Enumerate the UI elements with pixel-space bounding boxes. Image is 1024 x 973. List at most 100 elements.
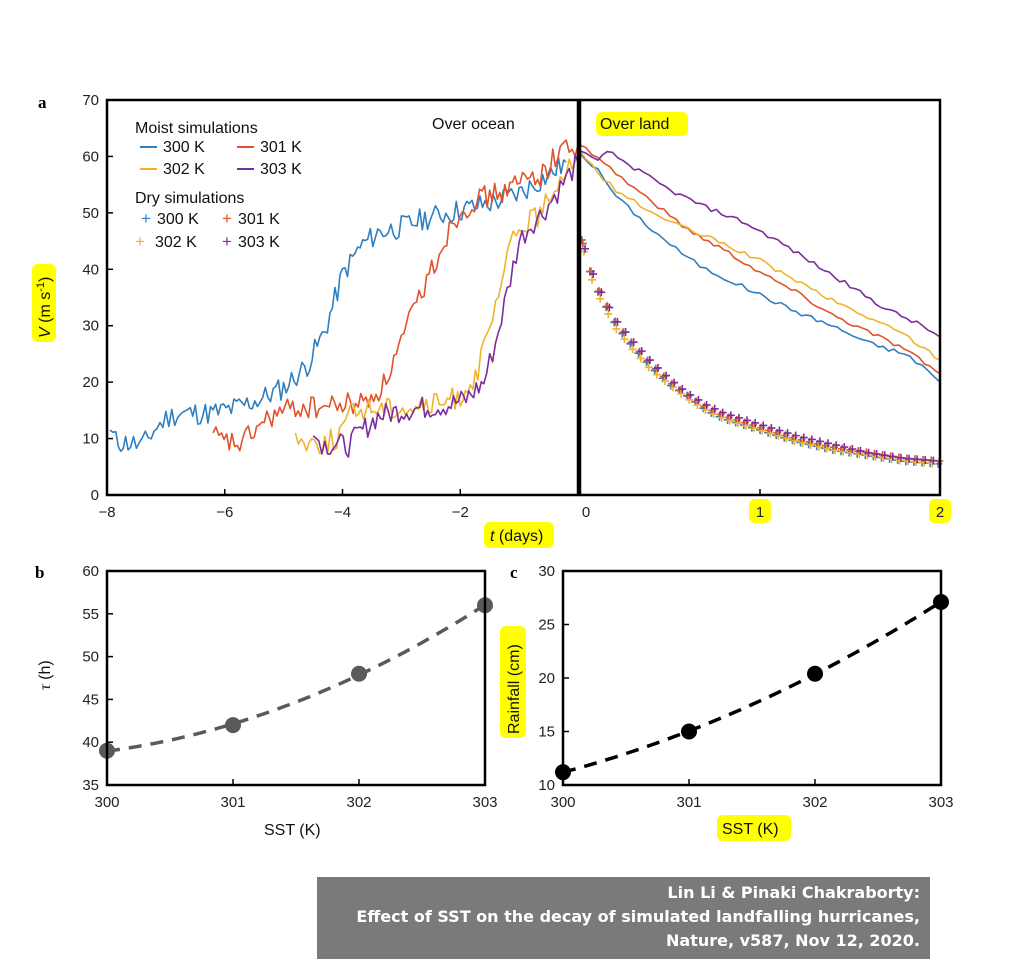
- panel-b-xtick-label: 301: [220, 794, 245, 811]
- dry-marker-303K: [929, 456, 938, 465]
- panel-b-ytick-label: 55: [82, 606, 99, 623]
- a-ytick-label: 30: [82, 318, 99, 335]
- dry-marker-302K: [717, 413, 726, 422]
- dry-marker-302K: [774, 431, 783, 440]
- series-301K-ocean-line: [212, 139, 579, 452]
- a-land-xtick-highlight: [749, 499, 771, 523]
- dry-marker-303K: [848, 444, 857, 453]
- panel-c-ylabel: Rainfall (cm): [506, 644, 523, 734]
- dry-marker-303K: [913, 455, 922, 464]
- dry-marker-303K: [613, 317, 622, 326]
- panel-b-ytick-label: 45: [82, 691, 99, 708]
- panel-b-ytick-label: 60: [82, 563, 99, 580]
- dry-marker-302K: [814, 442, 823, 451]
- panel-c-xtick-label: 301: [676, 794, 701, 811]
- dry-marker-302K: [628, 345, 637, 354]
- series-303K-land-line: [579, 150, 941, 338]
- panel-a-ylabel: V (m s-1): [32, 264, 56, 342]
- dry-marker-303K: [759, 421, 768, 430]
- a-land-xtick-highlight: [929, 499, 951, 523]
- legend-dry-303-swatch: +: [222, 232, 232, 251]
- legend-moist-303-label: 303 K: [260, 161, 302, 178]
- dry-marker-303K: [791, 431, 800, 440]
- dry-marker-303K: [783, 429, 792, 438]
- panel-a-series: [109, 139, 944, 468]
- credit-citation: Nature, v587, Nov 12, 2020.: [666, 931, 920, 950]
- panel-a-xlabel: t (days): [484, 522, 554, 548]
- panel-c-xtick-label: 303: [928, 794, 953, 811]
- legend-dry-303-label: 303 K: [238, 234, 280, 251]
- dry-marker-302K: [612, 324, 621, 333]
- panel-b-xtick-label: 300: [94, 794, 119, 811]
- series-302K-ocean-line: [294, 153, 579, 455]
- panel-a-ocean-frame: [105, 98, 580, 497]
- dry-marker-302K: [750, 424, 759, 433]
- dry-marker-302K: [725, 416, 734, 425]
- panel-b-ytick-label: 35: [82, 777, 99, 794]
- dry-marker-303K: [645, 356, 654, 365]
- panel-a-ylabel-text: V (m s-1): [35, 277, 54, 338]
- dry-marker-303K: [678, 384, 687, 393]
- dry-marker-303K: [872, 450, 881, 459]
- dry-marker-303K: [799, 433, 808, 442]
- dry-marker-303K: [686, 390, 695, 399]
- panel-a-land-frame: [578, 98, 942, 497]
- a-ocean-xtick-label: −2: [452, 504, 469, 521]
- highlight-xlabel-c: [717, 815, 791, 841]
- dry-marker-302K: [596, 294, 605, 303]
- panel-c-ytick-label: 30: [538, 563, 555, 580]
- legend-dry-300-swatch: +: [141, 209, 151, 228]
- dry-marker-303K: [856, 446, 865, 455]
- series-301K-land-line: [579, 144, 941, 375]
- panel-a-legend: Moist simulations 300 K 301 K 302 K 303 …: [135, 120, 302, 251]
- series-302K-land-line: [579, 150, 941, 361]
- dry-marker-303K: [815, 437, 824, 446]
- series-300K-land-line: [579, 153, 941, 383]
- panel-c-ytick-label: 10: [538, 777, 555, 794]
- dry-marker-302K: [798, 438, 807, 447]
- dry-marker-302K: [847, 448, 856, 457]
- dry-marker-303K: [597, 288, 606, 297]
- panel-c-xtick-label: 302: [802, 794, 827, 811]
- dry-marker-303K: [605, 303, 614, 312]
- dry-marker-302K: [758, 426, 767, 435]
- a-ytick-label: 40: [82, 261, 99, 278]
- a-ocean-xtick-label: −6: [216, 504, 233, 521]
- dry-marker-302K: [709, 409, 718, 418]
- annotation-over-ocean: Over ocean: [432, 116, 515, 133]
- dry-marker-303K: [621, 328, 630, 337]
- a-ytick-label: 0: [91, 487, 99, 504]
- dry-marker-303K: [840, 443, 849, 452]
- panel-c-fit-line: [562, 600, 942, 774]
- dry-marker-303K: [743, 416, 752, 425]
- a-land-xtick-label: 2: [936, 504, 944, 521]
- dry-marker-302K: [693, 400, 702, 409]
- dry-marker-303K: [694, 395, 703, 404]
- panel-b-ylabel: τ (h): [37, 660, 54, 690]
- a-ytick-label: 20: [82, 374, 99, 391]
- panel-b-fit-line: [106, 603, 486, 753]
- panel-b-ytick-label: 40: [82, 734, 99, 751]
- dry-marker-303K: [751, 418, 760, 427]
- dry-marker-302K: [701, 406, 710, 415]
- dry-marker-303K: [905, 454, 914, 463]
- dry-marker-302K: [685, 395, 694, 404]
- legend-dry-title: Dry simulations: [135, 190, 244, 207]
- dry-marker-303K: [767, 424, 776, 433]
- highlight-xlabel-a: [484, 522, 554, 548]
- dry-marker-303K: [775, 426, 784, 435]
- dry-marker-303K: [662, 371, 671, 380]
- panel-c-ytick-label: 15: [538, 724, 555, 741]
- legend-moist-302-label: 302 K: [163, 161, 205, 178]
- a-ytick-label: 70: [82, 92, 99, 109]
- legend-dry-301-swatch: +: [222, 209, 232, 228]
- dry-marker-303K: [807, 435, 816, 444]
- panel-c-point: [681, 723, 697, 740]
- highlight-over-land: [596, 112, 688, 136]
- dry-marker-303K: [670, 378, 679, 387]
- panel-b-xtick-label: 303: [472, 794, 497, 811]
- legend-dry-300-label: 300 K: [157, 211, 199, 228]
- a-ytick-label: 60: [82, 148, 99, 165]
- dry-marker-303K: [589, 270, 598, 279]
- dry-marker-302K: [741, 421, 750, 430]
